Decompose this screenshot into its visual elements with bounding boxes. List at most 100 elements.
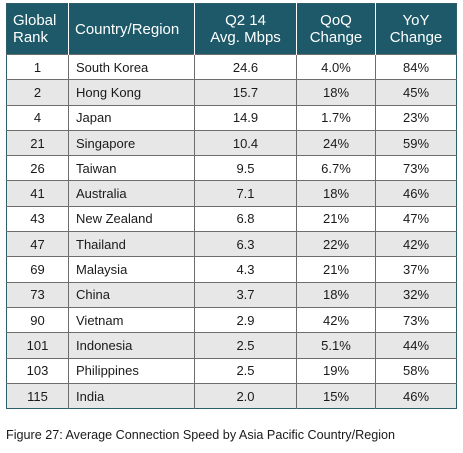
cell-yoy-change: 59% <box>375 129 457 156</box>
cell-global-rank: 2 <box>6 79 69 106</box>
table-row: 1 South Korea 24.6 4.0% 84% <box>6 53 457 80</box>
cell-qoq-change: 15% <box>296 382 376 409</box>
table-row: 73 China 3.7 18% 32% <box>6 281 457 308</box>
cell-yoy-change: 32% <box>375 281 457 308</box>
header-line: Rank <box>13 29 49 46</box>
connection-speed-table: Global Rank Country/Region Q2 14 Avg. Mb… <box>6 3 457 410</box>
cell-global-rank: 21 <box>6 129 69 156</box>
cell-yoy-change: 73% <box>375 155 457 181</box>
header-line: Change <box>389 29 443 46</box>
cell-yoy-change: 37% <box>375 256 457 283</box>
cell-yoy-change: 45% <box>375 79 457 106</box>
cell-global-rank: 115 <box>6 382 69 409</box>
cell-yoy-change: 58% <box>375 357 457 384</box>
cell-qoq-change: 6.7% <box>296 155 376 181</box>
cell-country-region: South Korea <box>68 53 195 80</box>
header-line: QoQ <box>320 12 352 29</box>
cell-yoy-change: 73% <box>375 306 457 333</box>
cell-avg-mbps: 2.5 <box>194 357 297 384</box>
table-row: 41 Australia 7.1 18% 46% <box>6 180 457 207</box>
header-line: Q2 14 <box>225 12 266 29</box>
cell-avg-mbps: 6.3 <box>194 231 297 257</box>
cell-avg-mbps: 15.7 <box>194 79 297 106</box>
header-line: Country/Region <box>75 20 180 38</box>
cell-country-region: Vietnam <box>68 306 195 333</box>
header-line: Avg. Mbps <box>210 29 281 46</box>
cell-qoq-change: 5.1% <box>296 332 376 359</box>
cell-qoq-change: 19% <box>296 357 376 384</box>
cell-qoq-change: 18% <box>296 281 376 308</box>
cell-avg-mbps: 4.3 <box>194 256 297 283</box>
header-country-region: Country/Region <box>68 3 195 55</box>
cell-avg-mbps: 2.0 <box>194 382 297 409</box>
table-row: 4 Japan 14.9 1.7% 23% <box>6 104 457 131</box>
cell-global-rank: 1 <box>6 53 69 80</box>
cell-qoq-change: 18% <box>296 79 376 106</box>
cell-global-rank: 41 <box>6 180 69 207</box>
table-row: 43 New Zealand 6.8 21% 47% <box>6 205 457 232</box>
cell-yoy-change: 44% <box>375 332 457 359</box>
header-global-rank: Global Rank <box>6 3 69 55</box>
cell-global-rank: 73 <box>6 281 69 308</box>
cell-global-rank: 4 <box>6 104 69 131</box>
cell-yoy-change: 46% <box>375 382 457 409</box>
cell-qoq-change: 22% <box>296 231 376 257</box>
cell-avg-mbps: 3.7 <box>194 281 297 308</box>
cell-yoy-change: 42% <box>375 231 457 257</box>
cell-global-rank: 47 <box>6 231 69 257</box>
header-row: Global Rank Country/Region Q2 14 Avg. Mb… <box>6 3 457 55</box>
cell-qoq-change: 21% <box>296 256 376 283</box>
cell-country-region: Australia <box>68 180 195 207</box>
cell-avg-mbps: 10.4 <box>194 129 297 156</box>
header-line: YoY <box>402 12 430 29</box>
cell-avg-mbps: 6.8 <box>194 205 297 232</box>
cell-yoy-change: 84% <box>375 53 457 80</box>
table-header: Global Rank Country/Region Q2 14 Avg. Mb… <box>6 3 457 55</box>
cell-global-rank: 90 <box>6 306 69 333</box>
header-line: Global <box>13 12 57 29</box>
cell-country-region: Hong Kong <box>68 79 195 106</box>
cell-avg-mbps: 7.1 <box>194 180 297 207</box>
cell-global-rank: 43 <box>6 205 69 232</box>
cell-country-region: Singapore <box>68 129 195 156</box>
cell-country-region: Philippines <box>68 357 195 384</box>
cell-qoq-change: 4.0% <box>296 53 376 80</box>
cell-global-rank: 101 <box>6 332 69 359</box>
cell-country-region: China <box>68 281 195 308</box>
table-row: 103 Philippines 2.5 19% 58% <box>6 357 457 384</box>
cell-global-rank: 69 <box>6 256 69 283</box>
cell-global-rank: 26 <box>6 155 69 181</box>
table-row: 26 Taiwan 9.5 6.7% 73% <box>6 155 457 181</box>
figure-caption: Figure 27: Average Connection Speed by A… <box>6 428 396 442</box>
table-row: 2 Hong Kong 15.7 18% 45% <box>6 79 457 106</box>
table-body: 1 South Korea 24.6 4.0% 84% 2 Hong Kong 15.7 18%… <box>6 53 457 409</box>
table-row: 90 Vietnam 2.9 42% 73% <box>6 306 457 333</box>
cell-country-region: New Zealand <box>68 205 195 232</box>
header-avg-mbps: Q2 14 Avg. Mbps <box>194 3 297 55</box>
table-row: 21 Singapore 10.4 24% 59% <box>6 129 457 156</box>
header-line: Change <box>309 29 363 46</box>
cell-yoy-change: 47% <box>375 205 457 232</box>
cell-country-region: Malaysia <box>68 256 195 283</box>
cell-avg-mbps: 9.5 <box>194 155 297 181</box>
cell-yoy-change: 46% <box>375 180 457 207</box>
cell-country-region: Thailand <box>68 231 195 257</box>
table-row: 69 Malaysia 4.3 21% 37% <box>6 256 457 283</box>
cell-qoq-change: 18% <box>296 180 376 207</box>
cell-qoq-change: 24% <box>296 129 376 156</box>
header-yoy-change: YoY Change <box>375 3 457 55</box>
cell-avg-mbps: 24.6 <box>194 53 297 80</box>
cell-avg-mbps: 2.9 <box>194 306 297 333</box>
header-qoq-change: QoQ Change <box>296 3 376 55</box>
cell-yoy-change: 23% <box>375 104 457 131</box>
cell-qoq-change: 1.7% <box>296 104 376 131</box>
cell-country-region: Indonesia <box>68 332 195 359</box>
cell-global-rank: 103 <box>6 357 69 384</box>
table-row: 101 Indonesia 2.5 5.1% 44% <box>6 332 457 359</box>
cell-avg-mbps: 2.5 <box>194 332 297 359</box>
table-row: 47 Thailand 6.3 22% 42% <box>6 231 457 257</box>
cell-avg-mbps: 14.9 <box>194 104 297 131</box>
cell-country-region: Japan <box>68 104 195 131</box>
cell-qoq-change: 21% <box>296 205 376 232</box>
